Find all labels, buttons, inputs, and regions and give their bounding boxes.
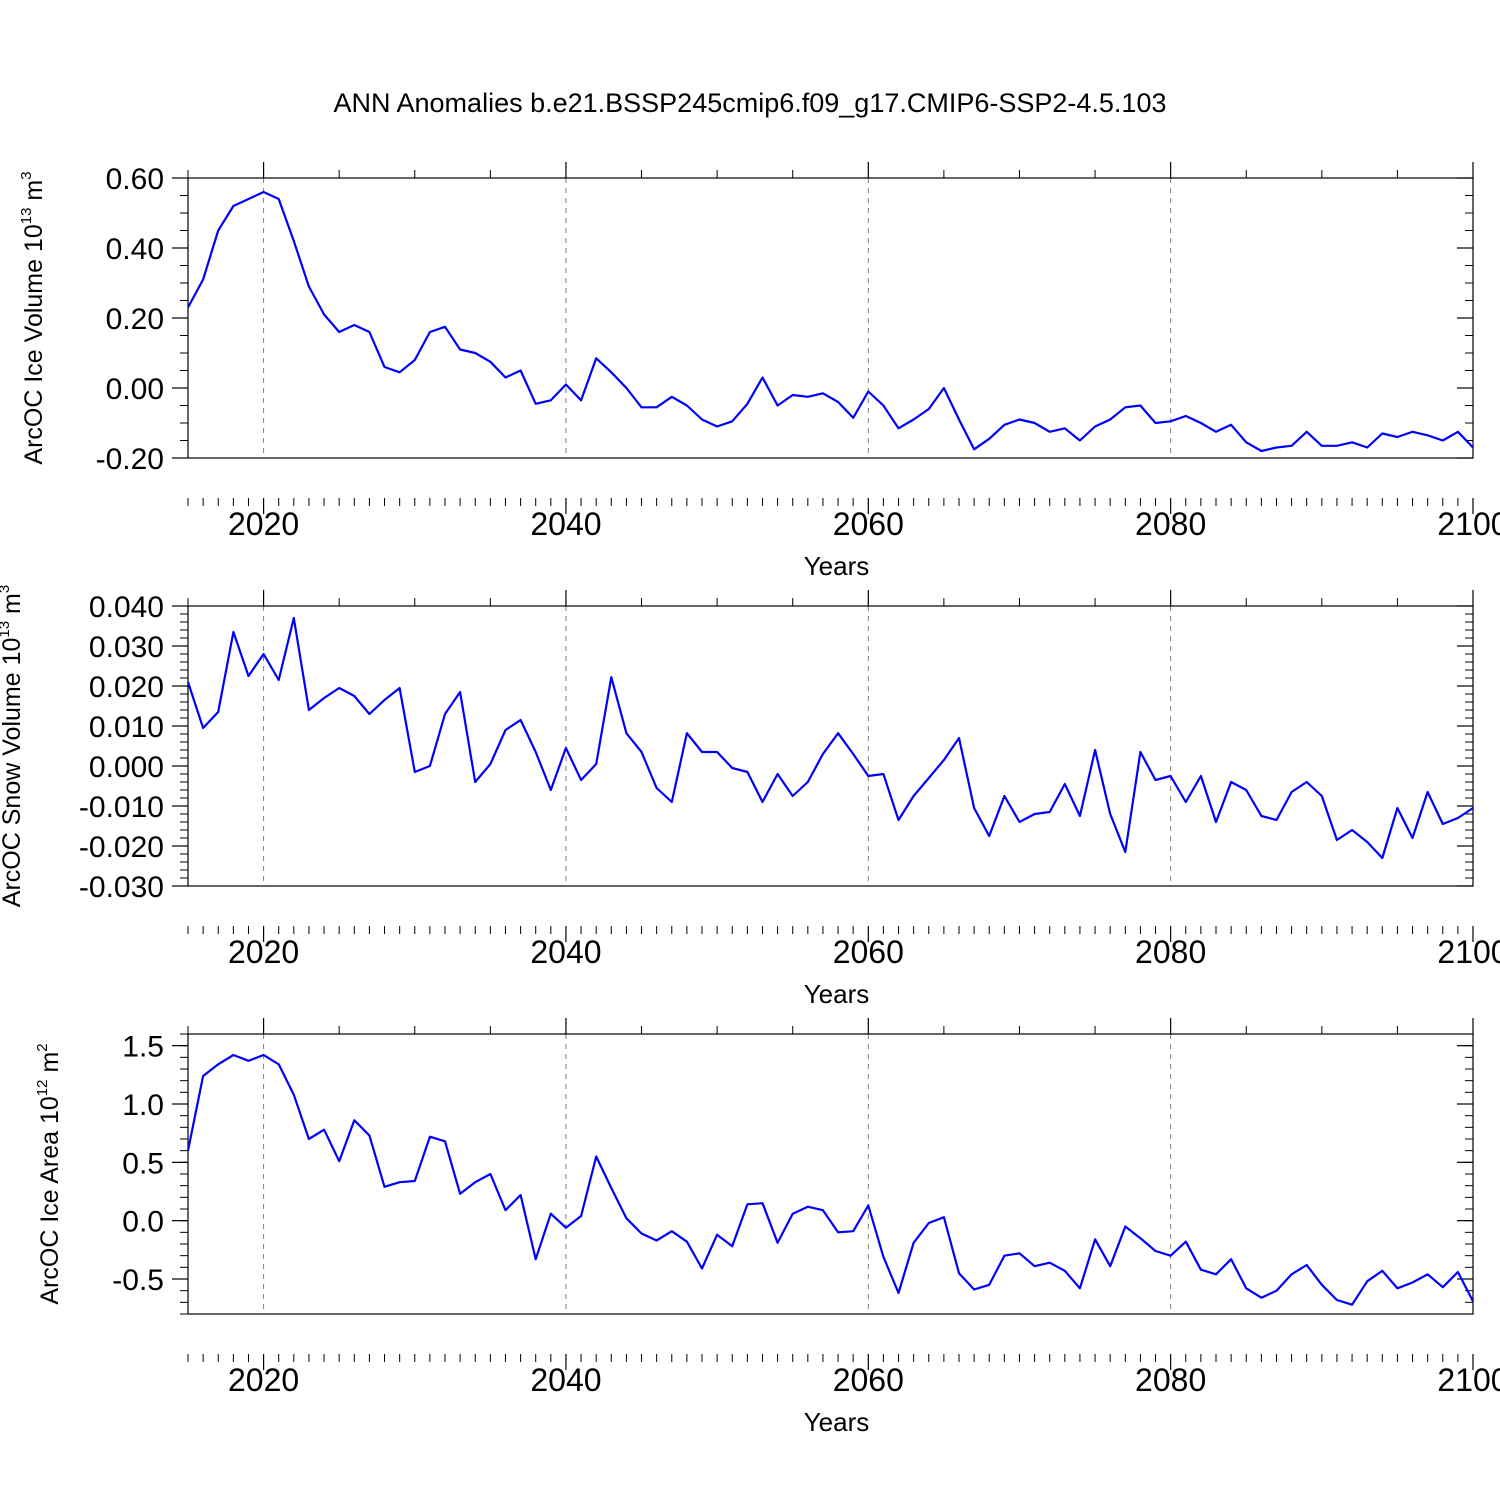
x-tick-label: 2020: [228, 1362, 299, 1398]
panel-snow-volume: -0.030 -0.020 -0.010 0.000 0.010 0.020 0.030 0.…: [0, 585, 1500, 1009]
x-tick-label: 2100: [1437, 934, 1500, 970]
y-tick-label: -0.020: [79, 831, 164, 864]
x-tick-label: 2080: [1135, 506, 1206, 542]
x-tick-label: 2060: [833, 1362, 904, 1398]
y-tick-label: -0.20: [96, 443, 164, 476]
y-tick-label: 0.00: [106, 373, 164, 406]
x-tick-label: 2020: [228, 506, 299, 542]
x-tick-label: 2100: [1437, 506, 1500, 542]
series-line: [186, 616, 1474, 860]
y-tick-label: 0.040: [89, 591, 164, 624]
y-tick-label: -0.5: [112, 1264, 164, 1297]
x-tick-label: 2020: [228, 934, 299, 970]
x-tick-label: 2080: [1135, 1362, 1206, 1398]
y-tick-label: 1.5: [122, 1031, 164, 1064]
panel-ice-area: -0.5 0.0 0.5 1.0 1.5 2020 2040 2060 2080 2100 Year…: [34, 1018, 1500, 1437]
x-tick-label: 2100: [1437, 1362, 1500, 1398]
y-tick-label: 1.0: [122, 1089, 164, 1122]
x-tick-label: 2060: [833, 506, 904, 542]
y-tick-label: -0.010: [79, 791, 164, 824]
y-tick-label: 0.030: [89, 631, 164, 664]
chart-title: ANN Anomalies b.e21.BSSP245cmip6.f09_g17…: [334, 88, 1167, 118]
x-axis-label: Years: [804, 1407, 870, 1437]
y-tick-label: 0.0: [122, 1206, 164, 1239]
plot-frame: [187, 177, 1474, 459]
y-tick-label: 0.40: [106, 233, 164, 266]
y-tick-label: 0.020: [89, 671, 164, 704]
x-tick-label: 2040: [530, 506, 601, 542]
y-axis-label: ArcOC Ice Area 1012 m2: [34, 1043, 64, 1304]
y-axis-label: ArcOC Snow Volume 1013 m3: [0, 585, 26, 907]
plot-frame: [187, 605, 1474, 887]
x-tick-label: 2060: [833, 934, 904, 970]
series-line: [186, 1053, 1474, 1306]
x-tick-label: 2080: [1135, 934, 1206, 970]
x-axis-label: Years: [804, 979, 870, 1009]
y-tick-label: 0.60: [106, 163, 164, 196]
y-tick-label: 0.000: [89, 751, 164, 784]
x-tick-label: 2040: [530, 934, 601, 970]
panel-ice-volume: -0.20 0.00 0.20 0.40 0.60 2020 2040 2060 2080 210…: [18, 162, 1500, 581]
y-tick-label: 0.20: [106, 303, 164, 336]
x-tick-label: 2040: [530, 1362, 601, 1398]
series-line: [187, 190, 1474, 453]
x-axis-label: Years: [804, 551, 870, 581]
y-tick-label: 0.5: [122, 1147, 164, 1180]
y-tick-label: -0.030: [79, 871, 164, 904]
y-axis-label: ArcOC Ice Volume 1013 m3: [18, 171, 48, 464]
y-tick-label: 0.010: [89, 711, 164, 744]
